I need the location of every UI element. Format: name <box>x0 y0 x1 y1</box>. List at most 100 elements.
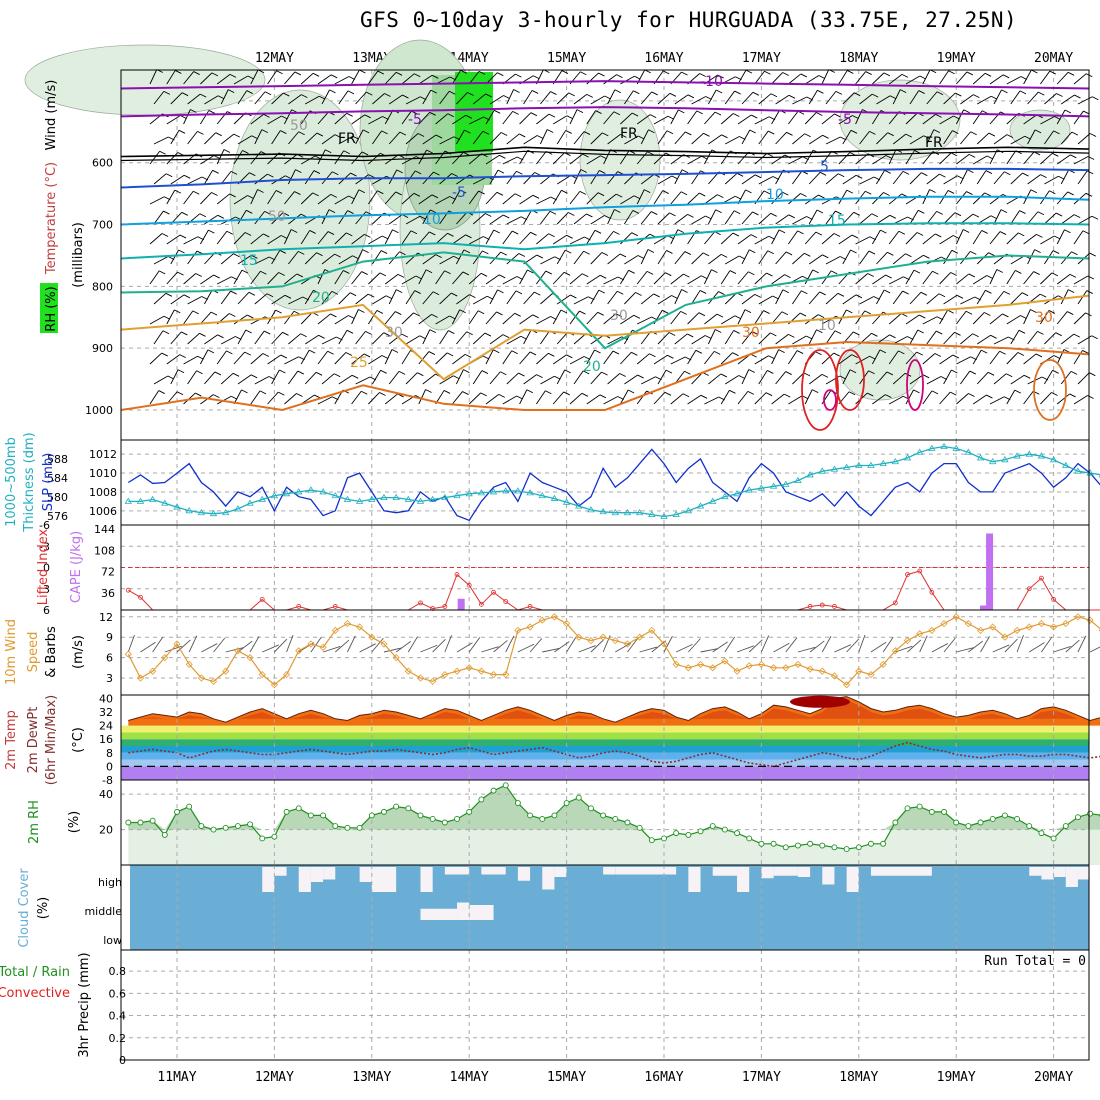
wind-barb <box>763 190 771 195</box>
wind-barb <box>318 334 325 339</box>
wind-barb <box>980 349 988 354</box>
wind-barb <box>768 235 775 240</box>
rh2m-point <box>868 840 874 847</box>
wind-barb <box>556 294 571 305</box>
temp-label-c: (6hr Min/Max) <box>44 695 59 785</box>
wind-barb <box>435 113 449 125</box>
wind-barb <box>821 113 835 125</box>
wind-barb <box>674 251 686 265</box>
thickness-marker <box>575 502 583 509</box>
wind-speed-marker <box>611 637 619 645</box>
wind-barb <box>984 72 992 77</box>
wind-barb <box>586 274 601 285</box>
contour-label: FR <box>620 126 638 142</box>
thickness-marker <box>1025 450 1033 457</box>
wind-barb <box>1027 211 1039 225</box>
wind-barb <box>792 96 807 105</box>
wind-barb <box>646 270 654 275</box>
wind-barb-10m <box>127 634 135 653</box>
wind-barb <box>180 115 187 119</box>
wind-barb <box>647 151 654 156</box>
wind-barb <box>418 74 433 85</box>
cloud-clear-middle <box>469 905 494 920</box>
wind-barb <box>620 232 633 245</box>
wind-barb <box>217 214 225 219</box>
wind-barb <box>351 234 365 245</box>
date-label-bottom: 18MAY <box>839 1070 878 1085</box>
wind-barb <box>519 194 534 205</box>
rh2m-point <box>721 826 728 833</box>
wind-barb <box>184 174 191 179</box>
wind-barb <box>850 249 857 254</box>
wind-barb <box>806 335 813 340</box>
wind-barb <box>443 390 451 394</box>
wind-barb <box>564 369 571 374</box>
wind-barb <box>500 371 507 376</box>
wind-barb <box>573 131 585 145</box>
cloud-clear-high <box>444 867 470 875</box>
wind-barb <box>976 290 986 305</box>
wind-barb <box>737 271 749 285</box>
rh2m-point <box>782 844 789 851</box>
wind-barb <box>569 356 585 365</box>
wind-barb <box>284 294 292 299</box>
wind-barb <box>594 349 601 354</box>
wind-barb <box>304 371 317 385</box>
wind-barb <box>183 109 191 125</box>
wind-barb <box>413 312 420 317</box>
wind-barb <box>754 392 767 405</box>
wind-barb <box>183 236 199 245</box>
wind-barb <box>193 71 200 75</box>
pressure-tick-label: 1000 <box>85 404 113 417</box>
wind-barb <box>429 111 436 116</box>
wind-barb <box>636 189 645 205</box>
wind-barb <box>1068 289 1075 294</box>
wind-barb <box>989 231 1001 245</box>
wind-barb <box>976 334 991 345</box>
wind-barb <box>967 169 974 174</box>
thickness-marker <box>745 486 753 493</box>
wind-barb <box>282 212 290 217</box>
wind-barb <box>193 190 200 195</box>
wind-barb <box>204 214 219 225</box>
contour-label: -10 <box>700 74 723 90</box>
wind-barb <box>917 329 924 334</box>
wind-barb <box>388 333 403 345</box>
wind-barb <box>853 331 860 336</box>
wind-barb <box>855 294 863 299</box>
wind-barb <box>956 154 970 165</box>
date-label-top: 15MAY <box>547 51 586 66</box>
wind-barb <box>569 310 580 325</box>
wind-barb <box>435 254 442 258</box>
wind-barb <box>1040 392 1052 405</box>
wind-barb <box>241 269 249 274</box>
thickness-marker <box>587 506 595 513</box>
slp-tick-label: 1008 <box>89 486 117 499</box>
wind-barb <box>271 130 281 145</box>
wind-barb <box>1082 230 1090 235</box>
wind-barb <box>317 231 329 245</box>
wind-barb <box>247 314 254 319</box>
wind-barb <box>669 212 676 217</box>
wind-barb <box>855 355 870 365</box>
wind-barb <box>439 330 449 345</box>
wind-barb <box>830 270 838 275</box>
wind-barb-10m <box>736 645 755 653</box>
wind-barb <box>365 330 372 335</box>
wind-barb <box>540 91 551 105</box>
wind-barb <box>355 293 369 305</box>
isotherm-line <box>906 359 924 411</box>
wind-barb <box>430 89 438 94</box>
wind-barb <box>989 269 998 285</box>
wind-barb <box>687 333 694 338</box>
thickness-marker <box>769 482 778 489</box>
thickness-marker <box>696 502 705 509</box>
wind-barb <box>1020 315 1027 319</box>
wind-barb <box>300 155 316 165</box>
wind-barb <box>704 335 712 339</box>
wind-speed-marker <box>331 626 339 634</box>
rh2m-point <box>551 812 558 819</box>
wind-speed-marker <box>1074 613 1082 621</box>
thickness-marker <box>903 454 912 461</box>
wind-barb <box>976 170 987 185</box>
